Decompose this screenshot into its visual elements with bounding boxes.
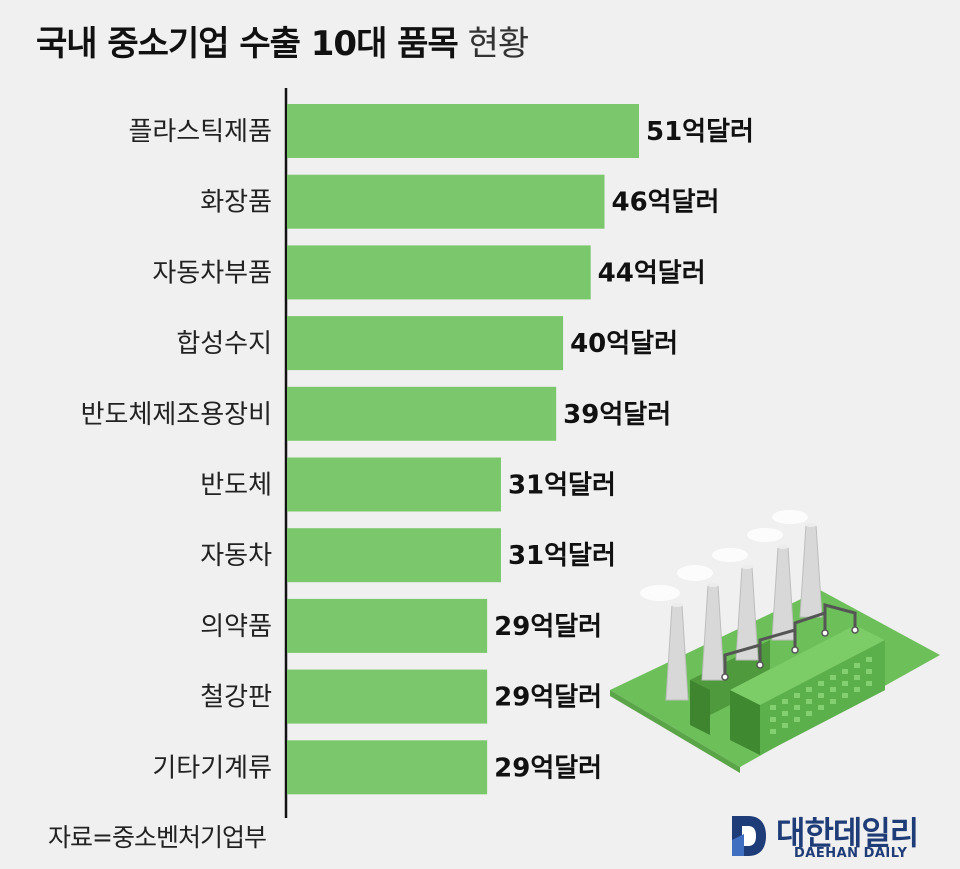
value-label: 29억달러 bbox=[494, 683, 602, 713]
factory-icon bbox=[610, 510, 940, 773]
bar bbox=[287, 457, 501, 512]
value-label: 29억달러 bbox=[494, 612, 602, 642]
chart-title-main: 국내 중소기업 수출 10대 품목 bbox=[36, 24, 459, 64]
source-note: 자료=중소벤처기업부 bbox=[48, 823, 267, 852]
bar bbox=[287, 528, 501, 583]
brand-logo: 대한데일리 DAEHAN DAILY bbox=[730, 808, 950, 864]
value-label: 44억달러 bbox=[598, 258, 706, 288]
category-label: 철강판 bbox=[200, 683, 272, 713]
category-label: 자동차부품 bbox=[152, 258, 272, 288]
bar bbox=[287, 245, 591, 300]
category-label: 의약품 bbox=[200, 612, 272, 642]
value-label: 40억달러 bbox=[570, 329, 678, 359]
bar bbox=[287, 174, 605, 229]
value-label: 51억달러 bbox=[646, 117, 754, 147]
value-label: 29억달러 bbox=[494, 753, 602, 783]
category-label: 반도체제조용장비 bbox=[81, 400, 272, 430]
bar bbox=[287, 104, 639, 158]
category-label: 합성수지 bbox=[176, 329, 272, 359]
category-label: 화장품 bbox=[200, 188, 272, 218]
logo-name-korean: 대한데일리 bbox=[776, 814, 919, 852]
value-label: 31억달러 bbox=[508, 541, 616, 571]
category-label: 기타기계류 bbox=[152, 753, 272, 783]
category-label: 자동차 bbox=[200, 541, 272, 571]
logo-mark-icon bbox=[732, 816, 766, 856]
chart-title: 국내 중소기업 수출 10대 품목 현황 bbox=[36, 16, 530, 65]
category-label: 플라스틱제품 bbox=[128, 117, 272, 147]
value-label: 39억달러 bbox=[563, 400, 671, 430]
bar bbox=[287, 316, 564, 371]
bar bbox=[287, 386, 557, 441]
bar bbox=[287, 669, 488, 724]
category-label: 반도체 bbox=[200, 471, 272, 501]
logo-name-english: DAEHAN DAILY bbox=[794, 846, 908, 861]
bar bbox=[287, 740, 488, 795]
chart-title-suffix: 현황 bbox=[467, 24, 530, 64]
value-label: 46억달러 bbox=[611, 188, 719, 218]
bar bbox=[287, 598, 488, 653]
value-label: 31억달러 bbox=[508, 471, 616, 501]
